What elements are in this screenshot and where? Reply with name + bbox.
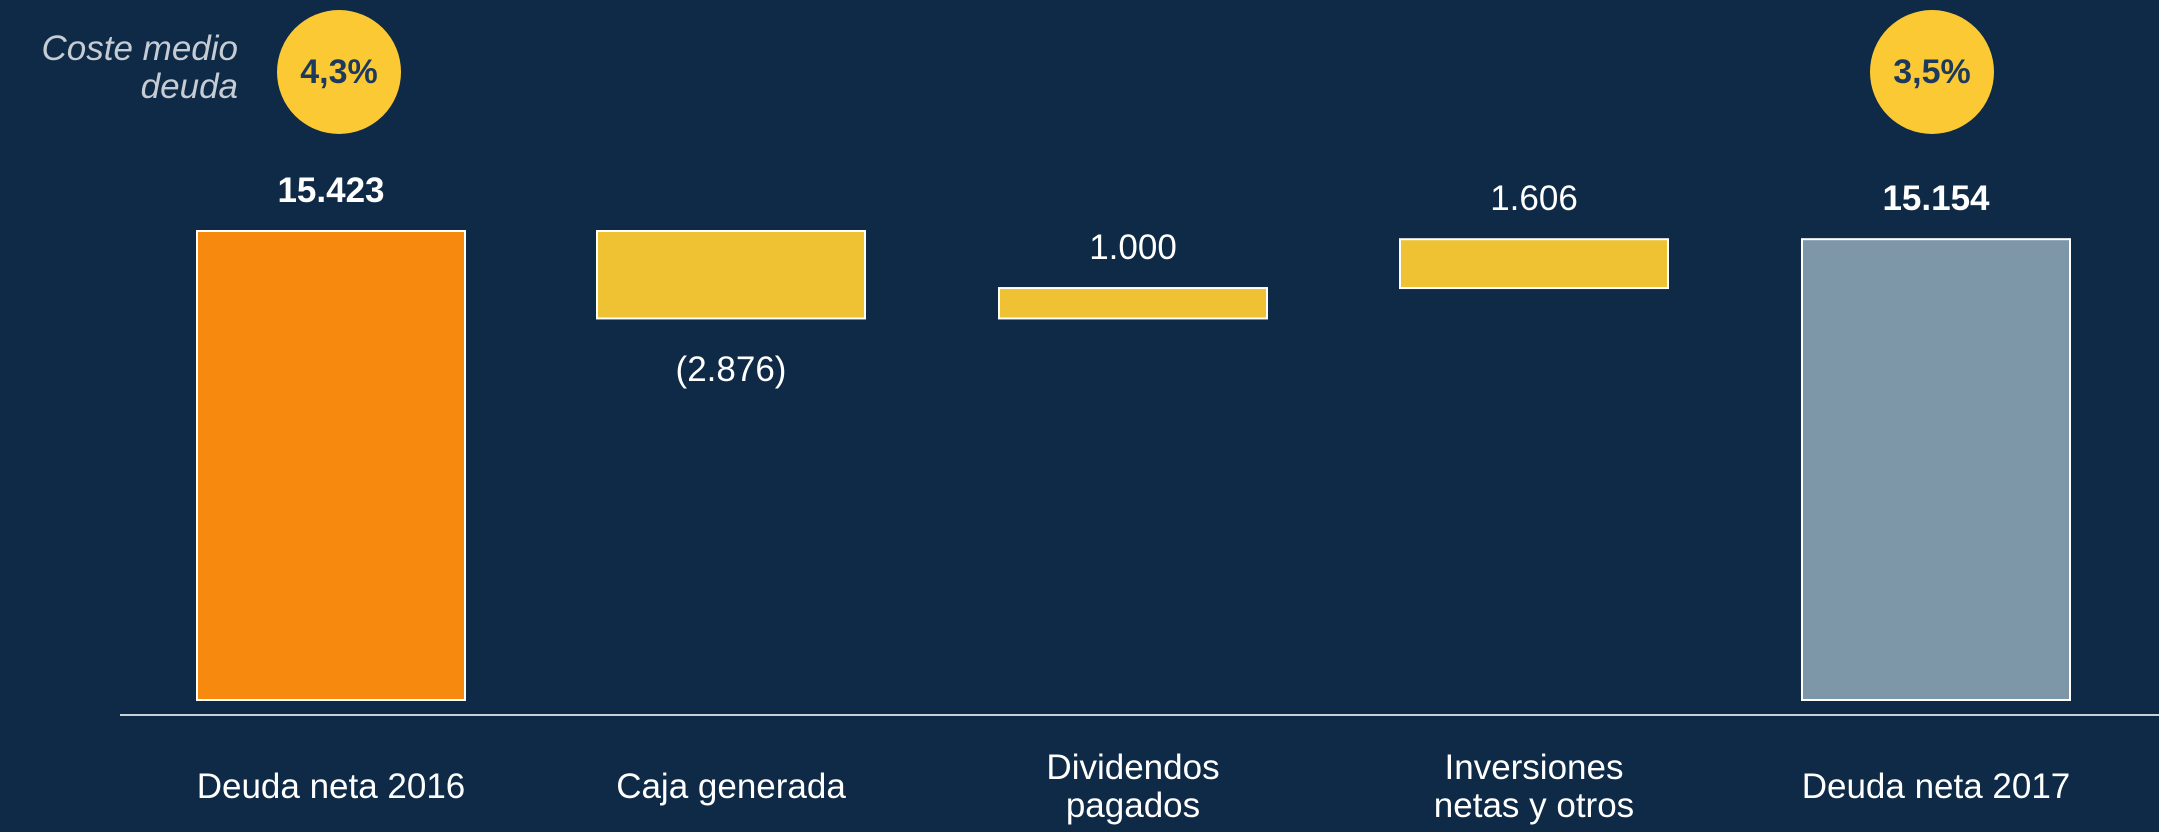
x-tick-label: Deuda neta 2016 bbox=[196, 767, 466, 806]
x-tick-label: Dividendos pagados bbox=[1046, 748, 1220, 825]
x-tick-label: Inversiones netas y otros bbox=[1433, 748, 1635, 825]
value-label: 1.606 bbox=[1490, 179, 1578, 219]
rate-circle: 3,5% bbox=[1870, 10, 1994, 134]
bar bbox=[1801, 238, 2071, 701]
value-label: (2.876) bbox=[675, 350, 787, 390]
x-tick-label: Deuda neta 2017 bbox=[1801, 767, 2071, 806]
cost-label: Coste medio deuda bbox=[41, 29, 238, 106]
bar bbox=[196, 230, 466, 701]
bar bbox=[596, 230, 866, 320]
bar bbox=[1399, 238, 1669, 290]
bar bbox=[998, 287, 1268, 320]
value-label: 15.154 bbox=[1882, 179, 1990, 219]
x-tick-label: Caja generada bbox=[616, 767, 846, 806]
value-label: 1.000 bbox=[1089, 228, 1177, 268]
value-label: 15.423 bbox=[277, 171, 385, 210]
rate-circle: 4,3% bbox=[277, 10, 401, 134]
